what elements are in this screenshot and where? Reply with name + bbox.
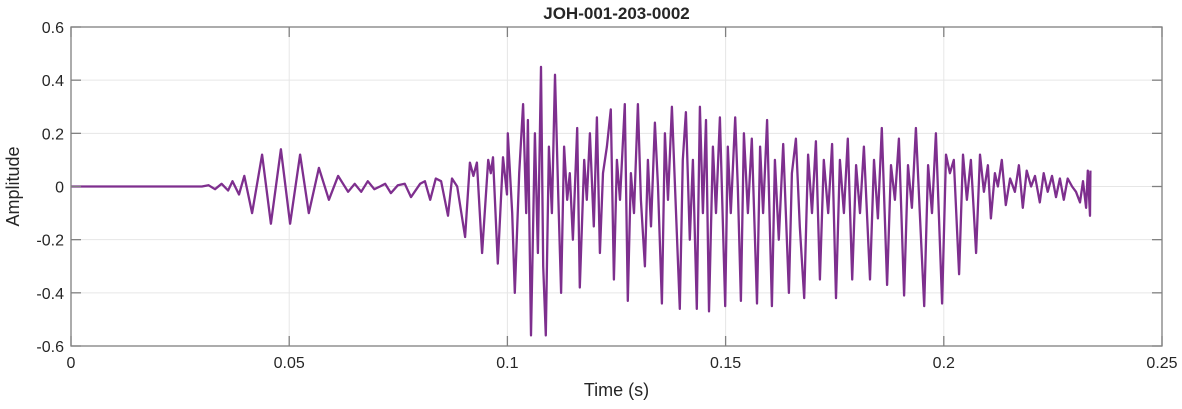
x-tick-label: 0.25 (1146, 355, 1177, 372)
plot-area (71, 65, 1092, 337)
y-tick-label: 0.6 (42, 20, 64, 37)
chart-title: JOH-001-203-0002 (543, 4, 689, 23)
y-tick-label: -0.4 (36, 286, 64, 303)
y-axis-label: Amplitude (3, 146, 23, 226)
waveform-line (71, 65, 1092, 337)
x-tick-label: 0.15 (710, 355, 741, 372)
x-axis-label: Time (s) (584, 380, 649, 400)
x-tick-label: 0 (67, 355, 76, 372)
y-tick-label: -0.2 (36, 233, 64, 250)
x-tick-label: 0.2 (933, 355, 955, 372)
x-tick-label: 0.05 (274, 355, 305, 372)
y-tick-label: 0.4 (42, 73, 64, 90)
y-tick-label: 0.2 (42, 126, 64, 143)
x-tick-label: 0.1 (496, 355, 518, 372)
ticks: 0 0.05 0.1 0.15 0.2 0.25 -0.6 -0.4 -0.2 0 0.2 0.4 0.… (36, 20, 1177, 372)
y-tick-label: -0.6 (36, 339, 64, 356)
y-tick-label: 0 (55, 180, 64, 197)
